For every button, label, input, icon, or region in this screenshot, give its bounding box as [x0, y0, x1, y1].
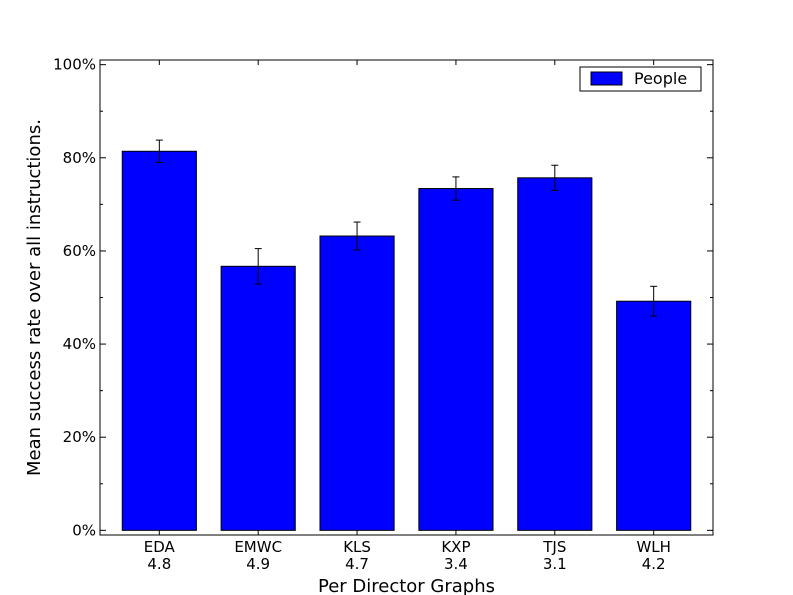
y-tick-label: 0% [72, 521, 96, 539]
bar-kls [319, 235, 395, 531]
x-tick-label-line: KLS [343, 538, 371, 556]
y-tick-label: 80% [63, 149, 96, 167]
x-tick-labels: EDA 4.8 EMWC 4.9 KLS 4.7 KXP 3.4 TJS 3.1 WLH 4.2 [144, 538, 671, 573]
x-tick-label-line: EMWC [234, 538, 282, 556]
error-bars-layer [155, 139, 658, 317]
y-axis-label: Mean success rate over all instructions. [24, 119, 45, 476]
y-tick-labels: 0% 20% 40% 60% 80% 100% [53, 56, 96, 540]
y-tick-label: 20% [63, 428, 96, 446]
bar-emwc [220, 265, 296, 531]
x-tick-label: KXP 3.4 [441, 538, 470, 573]
x-tick-label: WLH 4.2 [636, 538, 670, 573]
x-tick-label-line: 4.8 [147, 555, 171, 573]
x-tick-label: EDA 4.8 [144, 538, 176, 573]
legend-swatch [590, 71, 623, 86]
x-tick-label-line: TJS [542, 538, 566, 556]
error-bar-wlh [650, 285, 658, 317]
x-tick-label-line: 4.9 [246, 555, 270, 573]
y-tick-label: 100% [53, 56, 96, 74]
axis-ticks-layer [100, 60, 713, 535]
x-axis-label: Per Director Graphs [318, 576, 495, 595]
error-bar-tjs [551, 164, 559, 191]
error-bar-kxp [452, 176, 460, 201]
x-tick-label-line: 4.2 [642, 555, 666, 573]
x-tick-label: EMWC 4.9 [234, 538, 282, 573]
y-tick-label: 60% [63, 242, 96, 260]
x-tick-label: TJS 3.1 [542, 538, 566, 573]
x-tick-label: KLS 4.7 [343, 538, 371, 573]
bar-wlh [616, 300, 692, 531]
x-tick-label-line: WLH [636, 538, 670, 556]
bar-kxp [418, 188, 494, 531]
error-bar-kls [353, 221, 361, 251]
error-bar-emwc [254, 248, 262, 285]
bar-tjs [517, 177, 593, 531]
x-tick-label-line: 3.1 [543, 555, 567, 573]
legend-label: People [634, 69, 687, 88]
x-tick-label-line: 4.7 [345, 555, 369, 573]
bars-layer [121, 150, 692, 531]
bar-eda [121, 150, 197, 531]
x-tick-label-line: KXP [441, 538, 470, 556]
x-tick-label-line: 3.4 [444, 555, 468, 573]
legend: People [579, 66, 702, 92]
y-tick-label: 40% [63, 335, 96, 353]
error-bar-eda [155, 139, 163, 163]
x-tick-label-line: EDA [144, 538, 176, 556]
